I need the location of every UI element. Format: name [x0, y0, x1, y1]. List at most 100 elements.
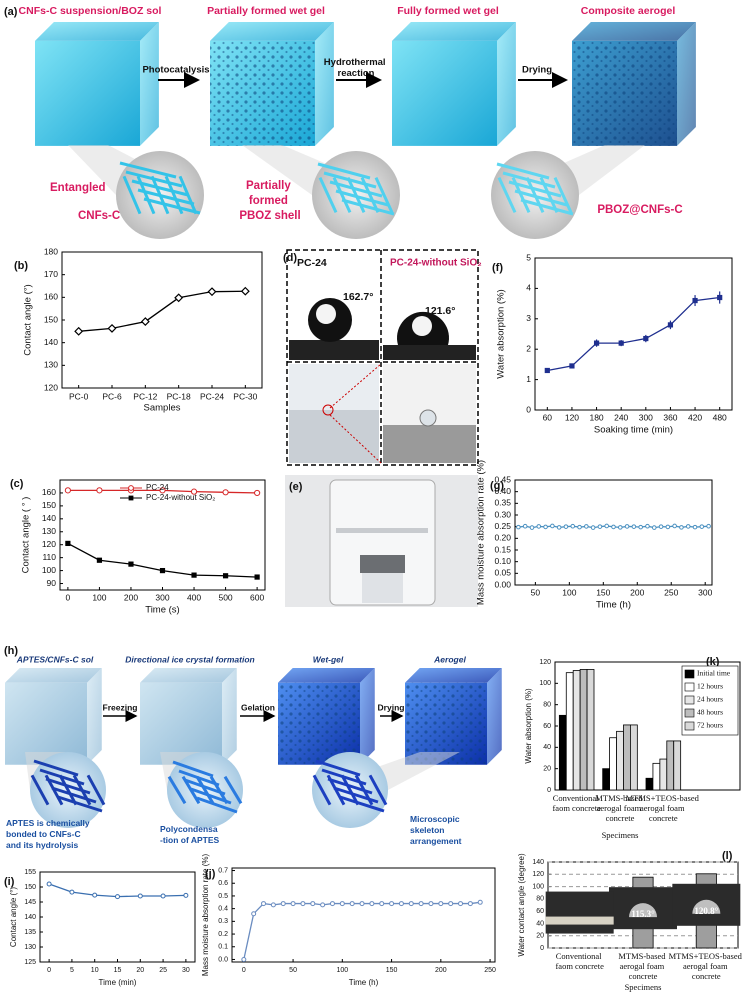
bar [673, 740, 682, 791]
cube-front [35, 40, 140, 146]
marker [160, 893, 166, 899]
note: Microscopic skeleton arrangement [410, 814, 462, 846]
marker [458, 901, 464, 907]
x-tick-label: 20 [136, 967, 144, 974]
marker [398, 901, 404, 907]
y-tick-label: 0.15 [494, 544, 511, 554]
marker [290, 901, 296, 907]
y-tick-label: 100 [532, 883, 544, 890]
panel-label: (d) [283, 252, 297, 264]
y-tick-label: 20 [543, 766, 551, 773]
y-tick-label: 140 [24, 914, 36, 921]
y-axis-label: Mass moisture absorption rate (%) [476, 460, 487, 605]
photo-block [289, 410, 379, 463]
y-tick-label: 90 [47, 578, 57, 588]
step-label: Drying [522, 65, 552, 76]
stage-title: Partially formed wet gel [207, 5, 325, 17]
series-line [243, 901, 481, 960]
marker [563, 524, 569, 529]
fiber [497, 177, 517, 213]
y-tick-label: 60 [543, 723, 551, 730]
cube-side [487, 668, 502, 765]
marker [300, 901, 306, 907]
panel-label: (i) [4, 876, 15, 888]
photo-frame [286, 249, 479, 466]
cube-side [497, 22, 516, 146]
y-tick-label: 0.10 [494, 556, 511, 566]
fiber [368, 774, 388, 806]
angle-label: 121.6° [425, 305, 455, 317]
value-label: 115.3° [631, 909, 655, 919]
sample [362, 573, 403, 603]
x-tick-label: 500 [218, 592, 232, 602]
y-tick-label: 150 [24, 884, 36, 891]
y-tick-label: 180 [44, 246, 58, 256]
panel-label: (a) [4, 6, 18, 18]
y-tick-label: 0.00 [494, 579, 511, 589]
marker [140, 317, 150, 327]
inset-label: CNFs-C [78, 210, 120, 222]
plot-frame [39, 871, 196, 963]
y-tick-label: 135 [24, 929, 36, 936]
marker [115, 894, 120, 900]
fiber [508, 180, 562, 198]
y-tick-label: 3 [526, 313, 531, 323]
cube-top [572, 22, 696, 41]
bar [572, 670, 581, 791]
marker [254, 489, 261, 497]
y-tick-label: 150 [42, 500, 56, 510]
bar [558, 714, 567, 791]
marker [329, 901, 335, 907]
y-tick-label: 0.7 [218, 867, 228, 874]
y-tick-label: 0.30 [494, 509, 511, 519]
marker [128, 561, 134, 567]
x-tick-label: 150 [386, 967, 398, 974]
cube-top [35, 22, 159, 41]
legend-swatch [684, 695, 695, 705]
marker [418, 901, 424, 907]
substrate [289, 340, 379, 360]
x-tick-label: 50 [531, 587, 541, 597]
marker [556, 525, 562, 530]
y-tick-label: 160 [42, 487, 56, 497]
x-tick-label: 100 [92, 592, 106, 602]
marker [320, 902, 326, 908]
angle-label: 162.7° [343, 291, 373, 303]
fiber [33, 759, 79, 777]
marker [408, 901, 414, 907]
marker [699, 524, 705, 529]
inset-label: PBOZ@CNFs-C [597, 204, 682, 216]
fiber [312, 774, 332, 806]
x-tick-label: 200 [435, 967, 447, 974]
fiber [354, 774, 374, 806]
droplet [692, 899, 721, 914]
marker [159, 567, 166, 574]
plot-frame [514, 479, 713, 586]
marker [359, 901, 365, 907]
plot-frame [61, 251, 263, 389]
x-tick-label: 480 [713, 412, 727, 422]
marker [536, 524, 542, 529]
cube-side [360, 668, 375, 765]
marker [685, 524, 691, 529]
stage-title: Aerogel [433, 654, 466, 664]
y-tick-label: 120 [44, 382, 58, 392]
marker [222, 573, 229, 579]
inset-label: Partially formed PBOZ shell [239, 180, 300, 222]
marker [665, 524, 671, 530]
x-axis-label: Time (s) [145, 605, 179, 616]
marker [570, 523, 576, 529]
marker [477, 899, 483, 905]
bar [579, 669, 588, 791]
marker [624, 524, 630, 529]
x-tick-label: 60 [543, 412, 553, 422]
x-tick-label: MTMS+TEOS-based aerogal foam concrete [669, 951, 744, 981]
x-tick-label: Conventional faom concrete [552, 793, 601, 813]
x-tick-label: 0 [242, 967, 246, 974]
panel-label: (f) [492, 262, 503, 274]
marker [631, 524, 637, 529]
marker [339, 901, 345, 907]
fiber [315, 759, 361, 777]
panel-label: (k) [706, 656, 720, 668]
